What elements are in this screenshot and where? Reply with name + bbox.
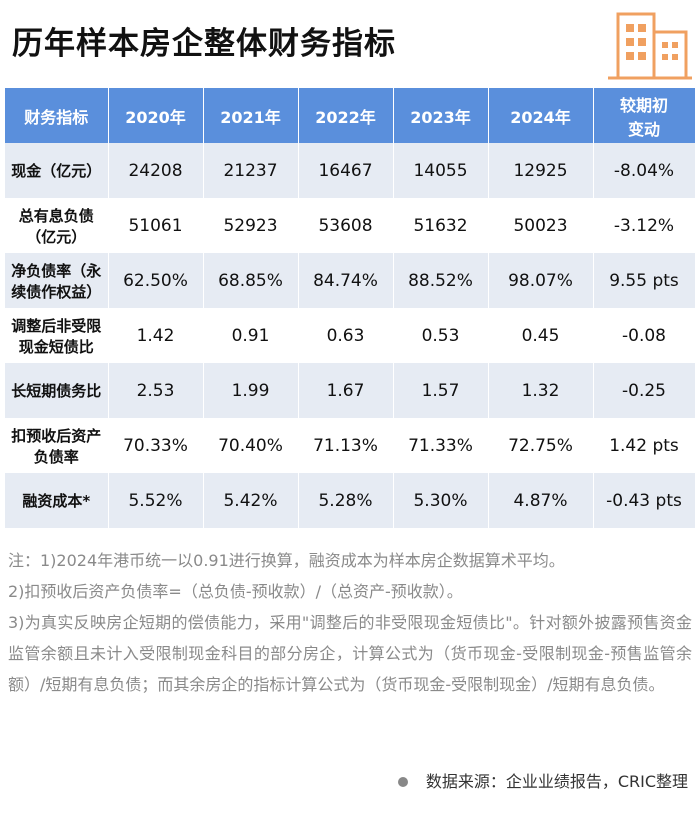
cell: -0.43 pts xyxy=(593,473,696,528)
column-header: 2021年 xyxy=(203,88,299,143)
table-row: 总有息负债 （亿元） 51061 52923 53608 51632 50023 -3.12… xyxy=(5,198,696,253)
note: 注：1)2024年港币统一以0.91进行换算，融资成本为样本房企数据算术平均。 xyxy=(8,551,565,570)
row-label: 融资成本* xyxy=(5,473,109,528)
cell: 1.32 xyxy=(488,363,594,418)
cell: 5.52% xyxy=(108,473,204,528)
table-row: 调整后非受限 现金短债比 1.42 0.91 0.63 0.53 0.45 -0.08 xyxy=(5,308,696,363)
row-label: 现金（亿元） xyxy=(5,143,109,198)
note: 2)扣预收后资产负债率=（总负债-预收款）/（总资产-预收款）。 xyxy=(8,582,463,601)
table-row: 长短期债务比 2.53 1.99 1.67 1.57 1.32 -0.25 xyxy=(5,363,696,418)
cell: -0.25 xyxy=(593,363,696,418)
table-row: 现金（亿元） 24208 21237 16467 14055 12925 -8.04% xyxy=(5,143,696,198)
cell: 0.63 xyxy=(298,308,394,363)
column-header: 2023年 xyxy=(393,88,489,143)
row-label: 调整后非受限 现金短债比 xyxy=(5,308,109,363)
cell: -8.04% xyxy=(593,143,696,198)
cell: 12925 xyxy=(488,143,594,198)
cell: 16467 xyxy=(298,143,394,198)
column-header: 2022年 xyxy=(298,88,394,143)
data-table: 财务指标 2020年 2021年 2022年 2023年 2024年 较期初 变动 现金（亿… xyxy=(5,88,696,528)
table-row: 融资成本* 5.52% 5.42% 5.28% 5.30% 4.87% -0.43 pts xyxy=(5,473,696,528)
cell: 9.55 pts xyxy=(593,253,696,308)
note: 3)为真实反映房企短期的偿债能力，采用"调整后的非受限现金短债比"。针对额外披露… xyxy=(8,613,692,694)
column-header: 较期初 变动 xyxy=(593,88,696,143)
cell: 4.87% xyxy=(488,473,594,528)
cell: 0.45 xyxy=(488,308,594,363)
cell: -3.12% xyxy=(593,198,696,253)
cell: 1.57 xyxy=(393,363,489,418)
cell: 98.07% xyxy=(488,253,594,308)
title: 历年样本房企整体财务指标 xyxy=(12,26,396,62)
column-header: 财务指标 xyxy=(5,88,109,143)
row-label: 扣预收后资产 负债率 xyxy=(5,418,109,473)
cell: 52923 xyxy=(203,198,299,253)
cell: 70.33% xyxy=(108,418,204,473)
cell: 50023 xyxy=(488,198,594,253)
column-header: 2020年 xyxy=(108,88,204,143)
cell: 70.40% xyxy=(203,418,299,473)
row-label: 总有息负债 （亿元） xyxy=(5,198,109,253)
cell: 5.42% xyxy=(203,473,299,528)
notes: 注：1)2024年港币统一以0.91进行换算，融资成本为样本房企数据算术平均。 2… xyxy=(8,545,692,700)
cell: 0.91 xyxy=(203,308,299,363)
cell: 71.33% xyxy=(393,418,489,473)
cell: 84.74% xyxy=(298,253,394,308)
cell: 0.53 xyxy=(393,308,489,363)
cell: 2.53 xyxy=(108,363,204,418)
cell: 21237 xyxy=(203,143,299,198)
cell: 53608 xyxy=(298,198,394,253)
row-label: 净负债率（永 续债作权益） xyxy=(5,253,109,308)
cell: 1.42 pts xyxy=(593,418,696,473)
cell: 5.28% xyxy=(298,473,394,528)
table-row: 扣预收后资产 负债率 70.33% 70.40% 71.13% 71.33% 72.75%… xyxy=(5,418,696,473)
building-icon xyxy=(608,12,692,80)
cell: 1.42 xyxy=(108,308,204,363)
row-label: 长短期债务比 xyxy=(5,363,109,418)
source: 数据来源：企业业绩报告，CRIC整理 xyxy=(425,772,688,791)
cell: 51061 xyxy=(108,198,204,253)
cell: 51632 xyxy=(393,198,489,253)
cell: 14055 xyxy=(393,143,489,198)
cell: 71.13% xyxy=(298,418,394,473)
cell: 62.50% xyxy=(108,253,204,308)
cell: 68.85% xyxy=(203,253,299,308)
cell: 5.30% xyxy=(393,473,489,528)
table-row: 净负债率（永 续债作权益） 62.50% 68.85% 84.74% 88.52% 98.… xyxy=(5,253,696,308)
bullet xyxy=(397,777,408,787)
cell: 88.52% xyxy=(393,253,489,308)
cell: 72.75% xyxy=(488,418,594,473)
cell: 1.99 xyxy=(203,363,299,418)
cell: -0.08 xyxy=(593,308,696,363)
cell: 1.67 xyxy=(298,363,394,418)
column-header: 2024年 xyxy=(488,88,594,143)
source-line: 数据来源：企业业绩报告，CRIC整理 xyxy=(397,768,688,792)
cell: 24208 xyxy=(108,143,204,198)
